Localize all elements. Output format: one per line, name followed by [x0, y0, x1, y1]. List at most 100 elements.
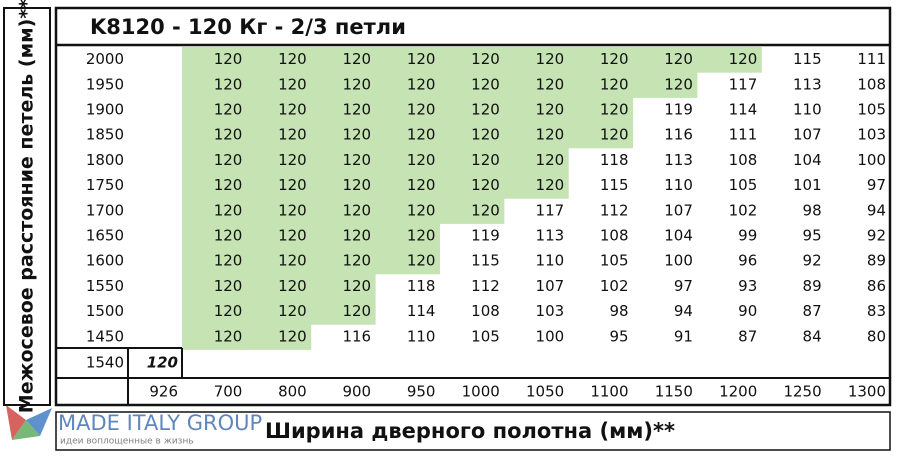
highlight-cell	[246, 122, 312, 149]
cell-value: 120	[536, 126, 565, 144]
column-header: 900	[342, 383, 371, 401]
highlight-cell	[503, 47, 569, 73]
row-label: 1700	[86, 201, 124, 219]
highlight-cell	[503, 122, 569, 149]
cell-value: 120	[147, 354, 178, 372]
cell-value: 113	[536, 227, 565, 245]
x-label-frame	[55, 411, 891, 451]
highlight-cell	[182, 248, 247, 275]
cell-value: 120	[536, 101, 565, 119]
cell-value: 120	[664, 50, 693, 68]
y-axis-label: Межосевое расстояние петель (мм)**	[16, 0, 38, 413]
highlight-cell	[310, 47, 376, 73]
cell-value: 120	[214, 126, 243, 144]
cell-value: 120	[407, 252, 436, 270]
column-header: 700	[214, 383, 243, 401]
highlight-cell	[503, 97, 569, 124]
cell-value: 120	[278, 101, 307, 119]
cell-value: 94	[867, 201, 886, 219]
cell-value: 118	[407, 277, 436, 295]
highlight-cell	[568, 47, 634, 73]
cell-value: 120	[278, 277, 307, 295]
cell-value: 120	[342, 50, 371, 68]
cell-value: 103	[857, 126, 886, 144]
cell-value: 120	[600, 101, 629, 119]
highlight-cell	[246, 324, 312, 350]
cell-value: 120	[407, 151, 436, 169]
cell-value: 91	[674, 327, 693, 345]
highlight-cell	[182, 198, 247, 224]
cell-value: 120	[342, 227, 371, 245]
cell-value: 86	[867, 277, 886, 295]
column-header: 926	[149, 383, 178, 401]
cell-value: 90	[738, 302, 757, 320]
cell-value: 92	[803, 252, 822, 270]
cell-value: 120	[600, 50, 629, 68]
cell-value: 87	[803, 302, 822, 320]
highlight-cell	[439, 122, 505, 149]
cell-value: 120	[278, 50, 307, 68]
highlight-cell	[182, 122, 247, 149]
cell-value: 108	[857, 75, 886, 93]
row-label: 1500	[86, 302, 124, 320]
highlight-cell	[632, 72, 698, 98]
highlight-cell	[310, 147, 376, 174]
highlight-cell	[182, 299, 247, 325]
highlight-cell	[310, 273, 376, 300]
cell-value: 115	[793, 50, 822, 68]
highlight-cell	[503, 147, 569, 174]
cell-value: 120	[278, 126, 307, 144]
cell-value: 120	[278, 302, 307, 320]
logo-tagline: идеи воплощенные в жизнь	[60, 437, 194, 447]
highlight-cell	[182, 173, 247, 199]
cell-value: 120	[214, 151, 243, 169]
cell-value: 100	[536, 327, 565, 345]
cell-value: 120	[214, 227, 243, 245]
cell-value: 120	[407, 75, 436, 93]
cell-value: 111	[857, 50, 886, 68]
cell-value: 97	[867, 176, 886, 194]
cell-value: 120	[471, 101, 500, 119]
highlight-cell	[375, 248, 440, 275]
cell-value: 120	[729, 50, 758, 68]
row-label: 1900	[86, 101, 124, 119]
cell-value: 120	[471, 151, 500, 169]
cell-value: 103	[536, 302, 565, 320]
cell-value: 108	[729, 151, 758, 169]
row-label: 1850	[86, 126, 124, 144]
cell-value: 120	[536, 75, 565, 93]
cell-value: 120	[536, 151, 565, 169]
logo-shape	[12, 420, 40, 440]
cell-value: 120	[407, 227, 436, 245]
cell-value: 120	[278, 75, 307, 93]
highlight-cell	[439, 198, 505, 224]
highlight-cell	[246, 97, 312, 124]
cell-value: 92	[867, 227, 886, 245]
cell-value: 116	[342, 327, 371, 345]
highlight-cell	[246, 223, 312, 250]
cell-value: 100	[857, 151, 886, 169]
cell-value: 119	[664, 101, 693, 119]
cell-value: 120	[214, 176, 243, 194]
column-header: 1300	[848, 383, 886, 401]
cell-value: 120	[664, 75, 693, 93]
cell-value: 105	[857, 101, 886, 119]
cell-value: 120	[342, 176, 371, 194]
highlight-cell	[246, 147, 312, 174]
highlight-cell	[182, 223, 247, 250]
cell-value: 120	[214, 201, 243, 219]
highlight-cell	[568, 72, 634, 98]
highlight-cell	[246, 72, 312, 98]
cell-value: 120	[471, 201, 500, 219]
cell-value: 120	[600, 75, 629, 93]
cell-value: 108	[600, 227, 629, 245]
cell-value: 110	[536, 252, 565, 270]
column-header: 1050	[526, 383, 564, 401]
cell-value: 80	[867, 327, 886, 345]
cell-value: 89	[867, 252, 886, 270]
cell-value: 104	[664, 227, 693, 245]
cell-value: 108	[471, 302, 500, 320]
cell-value: 120	[471, 126, 500, 144]
row-label: 1950	[86, 75, 124, 93]
